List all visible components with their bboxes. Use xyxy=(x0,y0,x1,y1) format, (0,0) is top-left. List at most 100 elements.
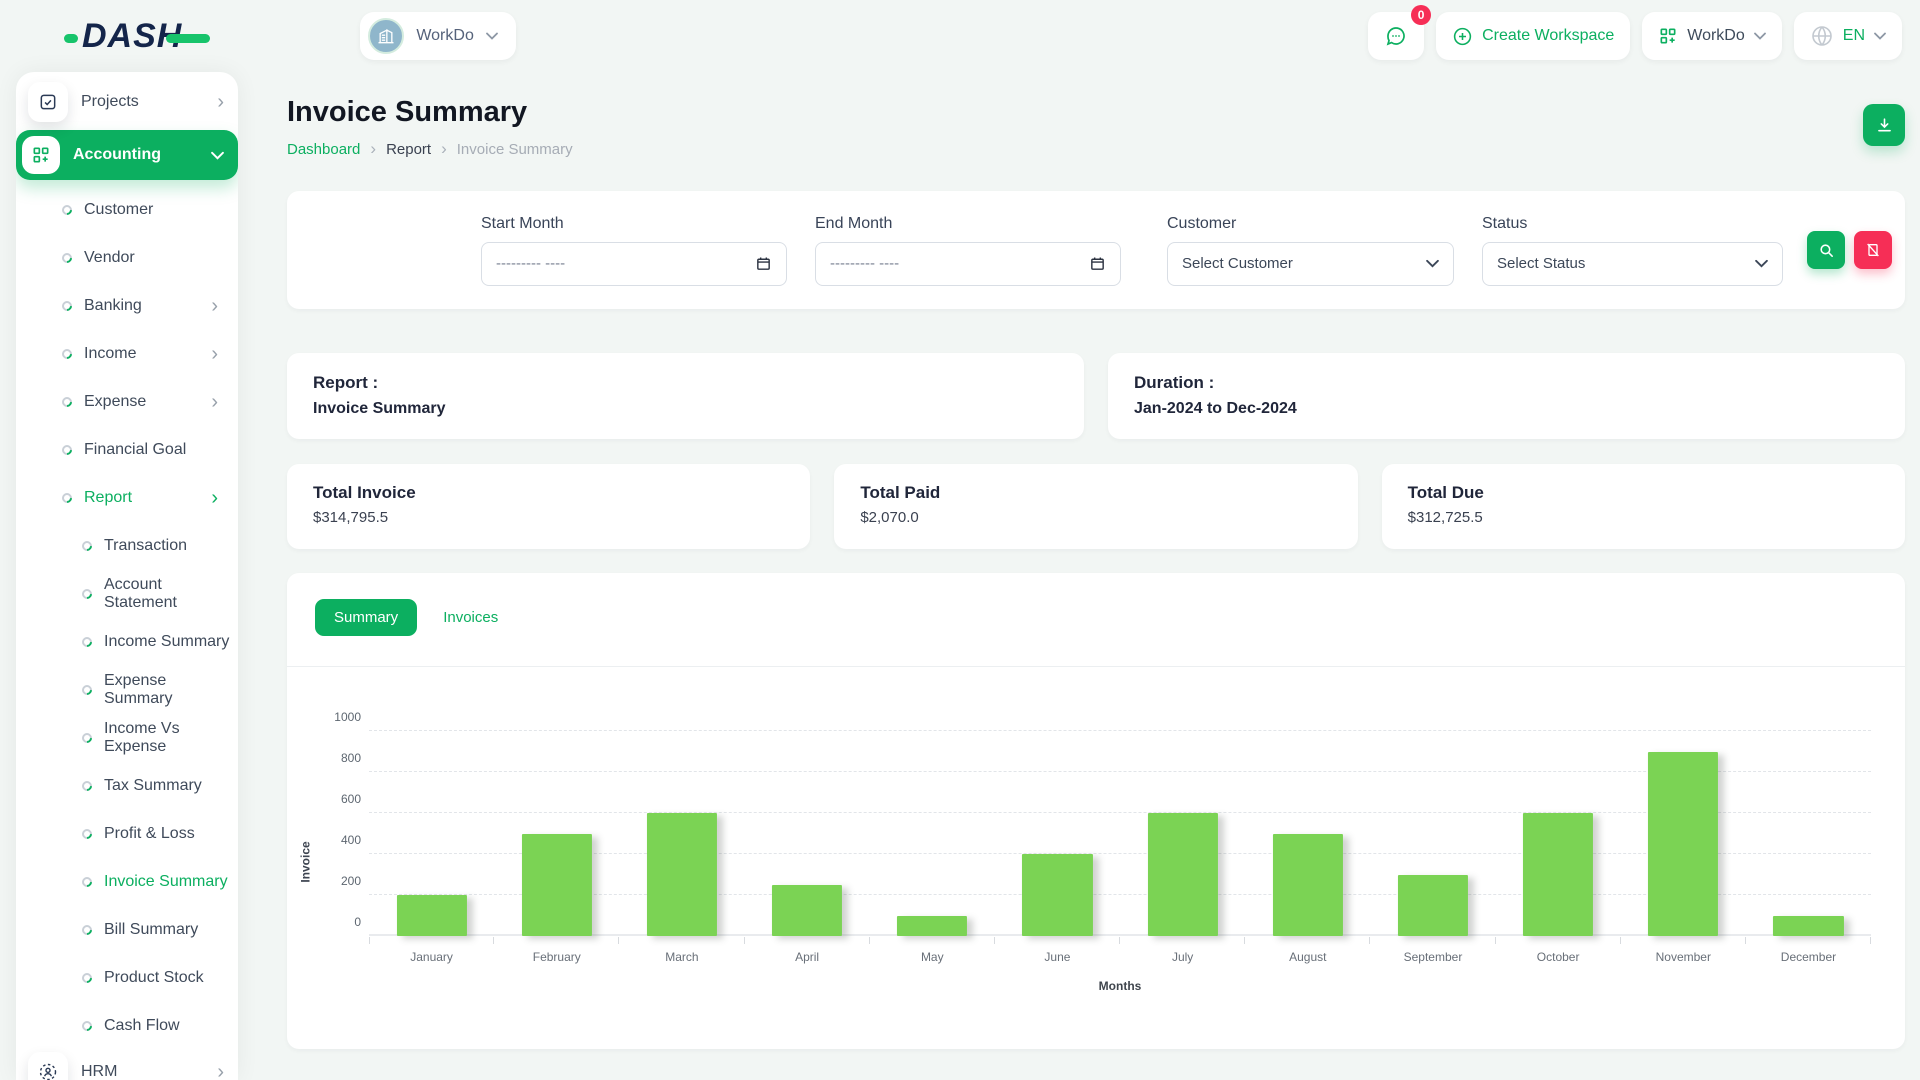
logo-accent-dash xyxy=(166,34,210,43)
eraser-icon xyxy=(1865,242,1881,258)
tab-summary[interactable]: Summary xyxy=(315,599,417,636)
app-switcher-label: WorkDo xyxy=(1687,27,1745,45)
sidebar-item-customer[interactable]: Customer xyxy=(16,186,238,234)
bars xyxy=(369,731,1871,936)
start-month-label: Start Month xyxy=(481,215,787,233)
page-header: Invoice Summary Dashboard › Report › Inv… xyxy=(287,70,1905,159)
filter-card: Start Month --------- ---- End Month ---… xyxy=(287,191,1905,309)
y-tick-label: 600 xyxy=(319,792,361,806)
bar-october xyxy=(1523,813,1593,936)
start-month-group: Start Month --------- ---- xyxy=(481,215,787,286)
filter-buttons xyxy=(1807,231,1892,269)
sidebar-item-label: Expense xyxy=(84,393,146,411)
x-tick-label: April xyxy=(745,950,870,964)
customer-group: Customer Select Customer xyxy=(1167,215,1454,286)
calendar-icon xyxy=(1089,255,1106,272)
sidebar-item-invoice-summary[interactable]: Invoice Summary xyxy=(16,858,238,906)
bar-january xyxy=(397,895,467,936)
end-month-input[interactable]: --------- ---- xyxy=(815,242,1121,286)
create-workspace-label: Create Workspace xyxy=(1482,27,1614,45)
tab-invoices[interactable]: Invoices xyxy=(443,609,498,626)
bar-slot-december xyxy=(1746,731,1871,936)
bar-march xyxy=(647,813,717,936)
create-workspace-button[interactable]: Create Workspace xyxy=(1436,12,1630,60)
sidebar-item-account-statement[interactable]: Account Statement xyxy=(16,570,238,618)
sidebar-item-banking[interactable]: Banking› xyxy=(16,282,238,330)
bar-slot-may xyxy=(870,731,995,936)
status-select[interactable]: Select Status xyxy=(1482,242,1783,286)
language-selector[interactable]: EN xyxy=(1794,12,1902,60)
app-switcher-button[interactable]: WorkDo xyxy=(1642,12,1782,60)
sidebar-item-tax-summary[interactable]: Tax Summary xyxy=(16,762,238,810)
sidebar-item-bill-summary[interactable]: Bill Summary xyxy=(16,906,238,954)
sidebar-item-label: Income xyxy=(84,345,136,363)
bullet-icon xyxy=(80,539,94,553)
sidebar-item-financial-goal[interactable]: Financial Goal xyxy=(16,426,238,474)
y-tick-label: 400 xyxy=(319,833,361,847)
sidebar-item-income[interactable]: Income› xyxy=(16,330,238,378)
bullet-icon xyxy=(60,203,74,217)
sidebar-item-projects[interactable]: Projects › xyxy=(16,80,238,124)
topbar-actions: 0 Create Workspace WorkDo EN xyxy=(1368,12,1902,60)
sidebar: Projects › Accounting CustomerVendorBank… xyxy=(16,72,238,1080)
messages-button[interactable]: 0 xyxy=(1368,12,1424,60)
chart-plot-area: 02004006008001000 xyxy=(369,731,1871,936)
x-tick-label: January xyxy=(369,950,494,964)
start-month-input[interactable]: --------- ---- xyxy=(481,242,787,286)
sidebar-item-report[interactable]: Report› xyxy=(16,474,238,522)
sidebar-item-label: Report xyxy=(84,489,132,507)
sidebar-item-expense-summary[interactable]: Expense Summary xyxy=(16,666,238,714)
bar-september xyxy=(1398,875,1468,937)
workspace-selector[interactable]: WorkDo xyxy=(360,12,516,60)
bar-november xyxy=(1648,752,1718,937)
chevron-right-icon: › xyxy=(370,139,376,159)
y-tick-label: 800 xyxy=(319,751,361,765)
total-due-card: Total Due $312,725.5 xyxy=(1382,464,1905,549)
sidebar-item-hrm[interactable]: HRM › xyxy=(16,1050,238,1080)
breadcrumb-dashboard[interactable]: Dashboard xyxy=(287,141,360,158)
sidebar-item-label: Invoice Summary xyxy=(104,873,228,891)
sidebar-item-label: Financial Goal xyxy=(84,441,186,459)
sidebar-item-label: Cash Flow xyxy=(104,1017,180,1035)
chart-card: Summary Invoices Invoice 020040060080010… xyxy=(287,573,1905,1049)
sidebar-item-label: Accounting xyxy=(73,146,161,164)
sidebar-item-transaction[interactable]: Transaction xyxy=(16,522,238,570)
status-label: Status xyxy=(1482,215,1783,233)
bar-slot-january xyxy=(369,731,494,936)
breadcrumb-report[interactable]: Report xyxy=(386,141,431,158)
bar-slot-june xyxy=(995,731,1120,936)
page-title: Invoice Summary xyxy=(287,96,573,129)
accounting-icon xyxy=(22,136,60,174)
plus-circle-icon xyxy=(1452,26,1473,47)
total-invoice-card: Total Invoice $314,795.5 xyxy=(287,464,810,549)
divider xyxy=(287,666,1905,667)
sidebar-item-accounting[interactable]: Accounting xyxy=(16,130,238,180)
sidebar-item-label: Bill Summary xyxy=(104,921,198,939)
bar-slot-april xyxy=(745,731,870,936)
customer-select[interactable]: Select Customer xyxy=(1167,242,1454,286)
sidebar-item-expense[interactable]: Expense› xyxy=(16,378,238,426)
sidebar-item-profit-loss[interactable]: Profit & Loss xyxy=(16,810,238,858)
bar-may xyxy=(897,916,967,937)
globe-icon xyxy=(1810,24,1834,48)
x-tick-label: September xyxy=(1370,950,1495,964)
sidebar-item-cash-flow[interactable]: Cash Flow xyxy=(16,1002,238,1050)
sidebar-item-income-summary[interactable]: Income Summary xyxy=(16,618,238,666)
logo-accent-dot xyxy=(64,34,78,43)
bullet-icon xyxy=(80,1019,94,1033)
bar-slot-july xyxy=(1120,731,1245,936)
search-button[interactable] xyxy=(1807,231,1845,269)
sidebar-item-vendor[interactable]: Vendor xyxy=(16,234,238,282)
x-tick-label: October xyxy=(1496,950,1621,964)
end-month-group: End Month --------- ---- xyxy=(815,215,1121,286)
bullet-icon xyxy=(60,251,74,265)
sidebar-item-label: Income Summary xyxy=(104,633,229,651)
sidebar-item-income-vs-expense[interactable]: Income Vs Expense xyxy=(16,714,238,762)
x-tick-label: June xyxy=(995,950,1120,964)
download-button[interactable] xyxy=(1863,104,1905,146)
sidebar-item-label: Tax Summary xyxy=(104,777,202,795)
reset-button[interactable] xyxy=(1854,231,1892,269)
bar-june xyxy=(1022,854,1092,936)
end-month-label: End Month xyxy=(815,215,1121,233)
sidebar-item-product-stock[interactable]: Product Stock xyxy=(16,954,238,1002)
